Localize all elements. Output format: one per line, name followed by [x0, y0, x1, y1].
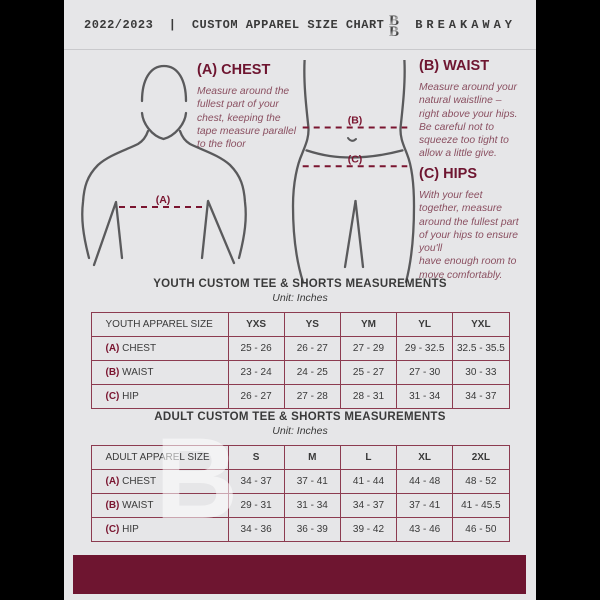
svg-text:B: B [155, 415, 238, 543]
